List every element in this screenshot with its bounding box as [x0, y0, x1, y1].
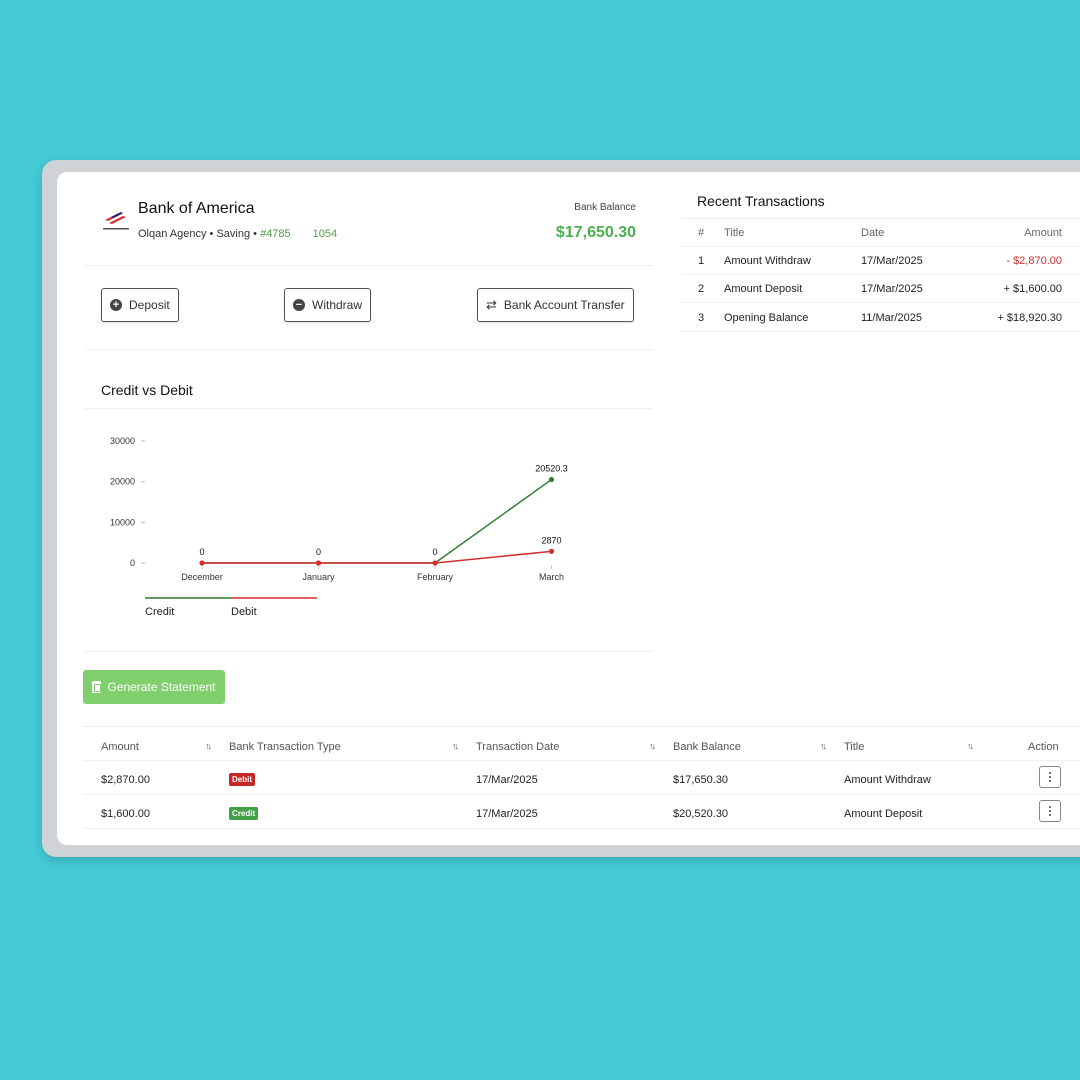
- recent-header-date: Date: [861, 227, 885, 239]
- row-num: 2: [698, 283, 705, 295]
- series-line-debit: [202, 550, 552, 564]
- data-label: 2870: [541, 535, 561, 545]
- row-date: 17/Mar/2025: [861, 283, 923, 295]
- transactions-table: Amount ↑↓ Bank Transaction Type ↑↓ Trans…: [83, 726, 1080, 845]
- account-card: Bank of America Olqan Agency • Saving • …: [85, 186, 653, 266]
- sort-icon[interactable]: ↑↓: [205, 741, 212, 751]
- recent-transactions: Recent Transactions # Title Date Amount …: [681, 186, 1080, 336]
- generate-statement-button[interactable]: Generate Statement: [83, 670, 225, 704]
- sort-icon[interactable]: ↑↓: [967, 741, 974, 751]
- bank-logo-icon: [103, 212, 129, 230]
- balance-value: $17,650.30: [555, 224, 636, 241]
- data-label: 0: [316, 547, 321, 557]
- plus-circle-icon: +: [110, 299, 122, 311]
- recent-divider: [681, 218, 1080, 219]
- sort-icon[interactable]: ↑↓: [820, 741, 827, 751]
- withdraw-button[interactable]: − Withdraw: [284, 288, 372, 322]
- data-label: 20520.3: [535, 464, 568, 474]
- cell-amount: $2,870.00: [101, 774, 150, 786]
- header-action: Action: [1028, 741, 1059, 753]
- action-bar: + Deposit − Withdraw ⇄ Bank Account Tran…: [85, 266, 653, 350]
- row-amount: + $1,600.00: [1003, 283, 1062, 295]
- x-tick-label: January: [302, 572, 335, 582]
- recent-header-num: #: [698, 227, 705, 239]
- header-title[interactable]: Title: [844, 741, 865, 753]
- data-point-debit: [432, 560, 438, 566]
- bank-transfer-label: Bank Account Transfer: [503, 298, 625, 312]
- row-amount: + $18,920.30: [997, 312, 1062, 324]
- legend-label-debit: Debit: [231, 606, 257, 618]
- data-label: 0: [199, 547, 204, 557]
- table-header-row: Amount ↑↓ Bank Transaction Type ↑↓ Trans…: [83, 727, 1080, 761]
- type-badge-debit: Debit: [229, 773, 255, 786]
- balance-label: Bank Balance: [574, 202, 636, 213]
- credit-debit-chart-card: Credit vs Debit 0 10000 20000 30000 December…: [85, 366, 653, 652]
- row-date: 17/Mar/2025: [861, 255, 923, 267]
- cell-date: 17/Mar/2025: [476, 774, 538, 786]
- x-tick-label: December: [181, 572, 223, 582]
- dashboard-panel: Bank of America Olqan Agency • Saving • …: [57, 172, 1080, 845]
- data-point-credit: [548, 476, 555, 483]
- recent-header-row: # Title Date Amount: [681, 219, 1080, 247]
- row-title: Opening Balance: [724, 312, 809, 324]
- bank-name: Bank of America: [138, 200, 255, 217]
- swap-arrows-icon: ⇄: [486, 297, 497, 312]
- header-amount[interactable]: Amount: [101, 741, 139, 753]
- cell-balance: $17,650.30: [673, 774, 729, 786]
- credit-debit-chart: 0 10000 20000 30000 December January February M…: [110, 436, 568, 618]
- recent-header-title: Title: [724, 227, 745, 239]
- pdf-icon: [92, 681, 102, 693]
- legend-label-credit: Credit: [145, 606, 174, 618]
- data-point-debit: [199, 560, 205, 566]
- row-actions-button[interactable]: [1039, 800, 1061, 822]
- row-num: 3: [698, 312, 705, 324]
- header-type[interactable]: Bank Transaction Type: [229, 741, 341, 753]
- table-row: $1,600.00 Credit 17/Mar/2025 $20,520.30 …: [83, 795, 1080, 829]
- table-row[interactable]: 1 Amount Withdraw 17/Mar/2025 - $2,870.0…: [681, 247, 1080, 275]
- withdraw-label: Withdraw: [312, 298, 363, 312]
- type-badge-credit: Credit: [229, 807, 259, 820]
- row-amount: - $2,870.00: [1006, 255, 1062, 267]
- data-label: 0: [432, 547, 437, 557]
- recent-transactions-title: Recent Transactions: [697, 193, 825, 209]
- y-tick-label: 0: [130, 558, 135, 568]
- account-number: #4785: [260, 228, 291, 240]
- deposit-label: Deposit: [129, 298, 170, 312]
- sort-icon[interactable]: ↑↓: [649, 741, 656, 751]
- cell-amount: $1,600.00: [101, 808, 150, 820]
- table-row: $2,870.00 Debit 17/Mar/2025 $17,650.30 A…: [83, 761, 1080, 795]
- cell-title: Amount Withdraw: [844, 774, 931, 786]
- table-row[interactable]: 3 Opening Balance 11/Mar/2025 + $18,920.…: [681, 304, 1080, 332]
- row-num: 1: [698, 255, 705, 267]
- row-title: Amount Deposit: [724, 283, 803, 295]
- x-tick-label: February: [417, 572, 454, 582]
- y-tick-label: 30000: [110, 436, 135, 446]
- cell-date: 17/Mar/2025: [476, 808, 538, 820]
- deposit-button[interactable]: + Deposit: [101, 288, 179, 322]
- row-actions-button[interactable]: [1039, 766, 1061, 788]
- series-line-credit: [202, 478, 552, 564]
- account-subtitle: Olqan Agency • Saving • #4785 1054: [138, 228, 337, 240]
- generate-statement-label: Generate Statement: [107, 680, 216, 694]
- table-row[interactable]: 2 Amount Deposit 17/Mar/2025 + $1,600.00: [681, 275, 1080, 303]
- minus-circle-icon: −: [293, 299, 305, 311]
- bank-transfer-button[interactable]: ⇄ Bank Account Transfer: [477, 288, 634, 322]
- chart-title: Credit vs Debit: [101, 382, 193, 398]
- row-date: 11/Mar/2025: [861, 312, 922, 324]
- account-number-tail: 1054: [312, 228, 338, 240]
- header-date[interactable]: Transaction Date: [476, 741, 560, 753]
- header-balance[interactable]: Bank Balance: [673, 741, 741, 753]
- y-tick-label: 10000: [110, 517, 135, 527]
- recent-header-amount: Amount: [1024, 227, 1062, 239]
- account-meta: Olqan Agency • Saving •: [138, 228, 261, 240]
- sort-icon[interactable]: ↑↓: [452, 741, 459, 751]
- data-point-debit: [315, 560, 322, 566]
- cell-balance: $20,520.30: [673, 808, 729, 820]
- x-tick-label: March: [539, 572, 564, 582]
- data-point-debit: [548, 548, 555, 554]
- y-tick-label: 20000: [110, 477, 135, 487]
- chart-divider: [85, 408, 653, 409]
- cell-title: Amount Deposit: [844, 808, 923, 820]
- row-title: Amount Withdraw: [724, 255, 811, 267]
